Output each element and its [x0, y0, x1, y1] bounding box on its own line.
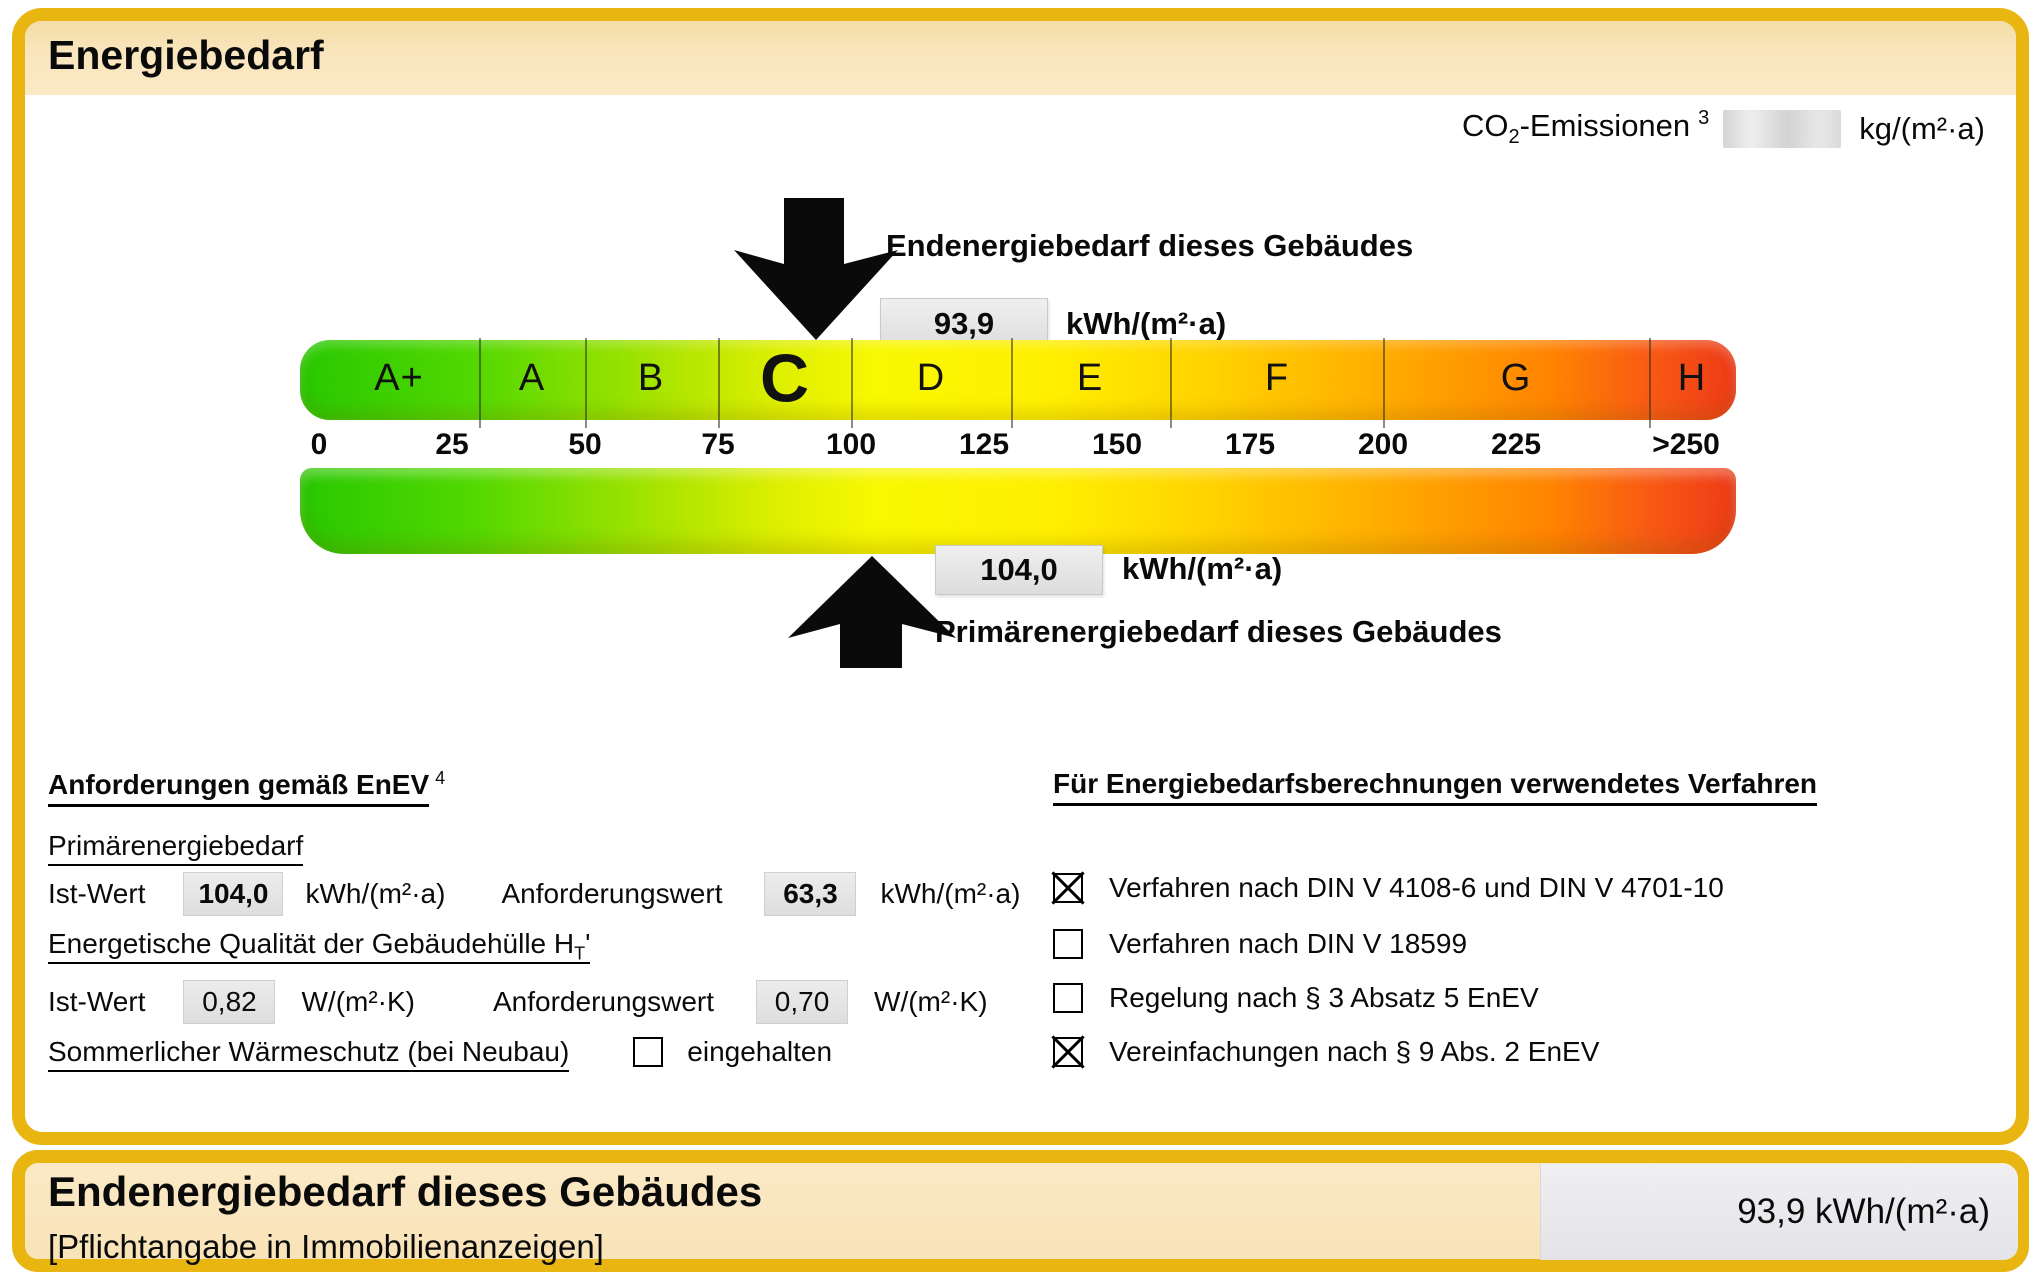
tick-25: 25 — [435, 428, 469, 461]
primary-energy-requirement-row: Ist-Wert 104,0 kWh/(m²·a) Anforderungswe… — [48, 872, 1020, 916]
tick-200: 200 — [1357, 428, 1409, 461]
procedure-item-row: Verfahren nach DIN V 18599 — [1053, 928, 1467, 960]
class-letter-c-current: C — [759, 340, 811, 417]
requirements-footnote: 4 — [435, 768, 446, 788]
envelope-req-unit: W/(m²·K) — [874, 986, 988, 1017]
end-energy-pointer-arrow-icon — [734, 198, 898, 340]
tick-100: 100 — [825, 428, 877, 461]
procedure-checkbox-par9-abs2[interactable] — [1053, 1037, 1083, 1067]
procedure-item-row: Regelung nach § 3 Absatz 5 EnEV — [1053, 982, 1539, 1014]
energy-class-scale-bar: A+ A B C D E F G H — [300, 338, 1736, 428]
eingehalten-label: eingehalten — [687, 1036, 833, 1067]
primary-req-value-box: 63,3 — [764, 872, 857, 916]
primary-energy-value-box: 104,0 — [935, 545, 1103, 595]
class-divider — [718, 338, 720, 428]
primary-energy-scale-bar — [300, 468, 1736, 554]
procedure-item-label: Regelung nach § 3 Absatz 5 EnEV — [1109, 982, 1539, 1013]
footer-title: Endenergiebedarf dieses Gebäudes — [48, 1168, 763, 1215]
eingehalten-checkbox[interactable] — [633, 1037, 664, 1067]
page-title: Energiebedarf — [48, 32, 324, 78]
envelope-req-value-box: 0,70 — [756, 980, 849, 1024]
panel-header-strip — [25, 21, 2016, 95]
end-energy-label: Endenergiebedarf dieses Gebäudes — [886, 228, 1414, 263]
tick-150: 150 — [1091, 428, 1143, 461]
class-letter-b: B — [637, 356, 665, 399]
envelope-ist-unit: W/(m²·K) — [301, 986, 415, 1017]
co2-value-box-blurred — [1723, 109, 1842, 148]
summer-heat-protection-row: Sommerlicher Wärmeschutz (bei Neubau) ei… — [48, 1036, 833, 1072]
footer-subtitle: [Pflichtangabe in Immobilienanzeigen] — [48, 1228, 604, 1265]
class-divider — [1649, 338, 1651, 428]
class-letter-a-plus: A+ — [374, 356, 424, 399]
tick-gt250: >250 — [1652, 428, 1720, 461]
procedure-heading: Für Energiebedarfsberechnungen verwendet… — [1053, 768, 1818, 806]
class-divider — [1383, 338, 1385, 428]
class-letter-e: E — [1076, 356, 1104, 399]
tick-125: 125 — [958, 428, 1010, 461]
anforderungswert-label: Anforderungswert — [501, 878, 723, 909]
co2-emissions-line: CO2-Emissionen 3 kg/(m²·a) — [1461, 107, 1985, 149]
class-divider — [479, 338, 481, 428]
summer-heat-protection-label: Sommerlicher Wärmeschutz (bei Neubau) — [48, 1036, 570, 1072]
class-letter-h: H — [1677, 356, 1707, 399]
class-divider — [1170, 338, 1172, 428]
class-letter-g: G — [1500, 356, 1532, 399]
envelope-quality-heading: Energetische Qualität der Gebäudehülle H… — [48, 928, 591, 964]
tick-225: 225 — [1490, 428, 1542, 461]
co2-label: CO2-Emissionen — [1461, 108, 1691, 149]
requirements-heading: Anforderungen gemäß EnEV 4 — [48, 768, 446, 808]
primary-energy-requirement-heading: Primärenergiebedarf — [48, 830, 304, 866]
primary-ist-unit: kWh/(m²·a) — [305, 878, 446, 909]
primary-energy-label: Primärenergiebedarf dieses Gebäudes — [935, 614, 1502, 649]
procedure-checkbox-din-18599[interactable] — [1053, 929, 1083, 959]
class-divider — [1011, 338, 1013, 428]
procedure-item-label: Verfahren nach DIN V 4108-6 und DIN V 47… — [1109, 872, 1724, 903]
primary-ist-value-box: 104,0 — [183, 872, 284, 916]
primary-energy-unit: kWh/(m²·a) — [1122, 551, 1283, 586]
anforderungswert-label: Anforderungswert — [493, 986, 715, 1017]
procedure-item-row: Verfahren nach DIN V 4108-6 und DIN V 47… — [1053, 872, 1724, 904]
procedure-checkbox-par3-abs5[interactable] — [1053, 983, 1083, 1013]
primary-req-unit: kWh/(m²·a) — [880, 878, 1021, 909]
class-divider — [851, 338, 853, 428]
class-letter-f: F — [1264, 356, 1290, 399]
tick-175: 175 — [1224, 428, 1276, 461]
tick-50: 50 — [568, 428, 602, 461]
footer-value-box: 93,9 kWh/(m²·a) — [1540, 1164, 2018, 1260]
envelope-ist-value-box: 0,82 — [183, 980, 276, 1024]
tick-75: 75 — [701, 428, 735, 461]
class-divider — [585, 338, 587, 428]
end-energy-unit: kWh/(m²·a) — [1066, 306, 1227, 341]
tick-0: 0 — [310, 428, 328, 461]
co2-unit: kg/(m²·a) — [1859, 110, 1985, 146]
class-letter-a: A — [518, 356, 546, 399]
procedure-item-label: Verfahren nach DIN V 18599 — [1109, 928, 1468, 959]
procedure-item-label: Vereinfachungen nach § 9 Abs. 2 EnEV — [1109, 1036, 1600, 1067]
ist-wert-label: Ist-Wert — [48, 878, 146, 909]
procedure-item-row: Vereinfachungen nach § 9 Abs. 2 EnEV — [1053, 1036, 1599, 1068]
primary-energy-pointer-arrow-icon — [788, 556, 956, 668]
co2-footnote: 3 — [1698, 107, 1710, 130]
class-letter-d: D — [916, 356, 946, 399]
envelope-quality-row: Ist-Wert 0,82 W/(m²·K) Anforderungswert … — [48, 980, 988, 1024]
procedure-checkbox-din-4108[interactable] — [1053, 873, 1083, 903]
ist-wert-label: Ist-Wert — [48, 986, 146, 1017]
